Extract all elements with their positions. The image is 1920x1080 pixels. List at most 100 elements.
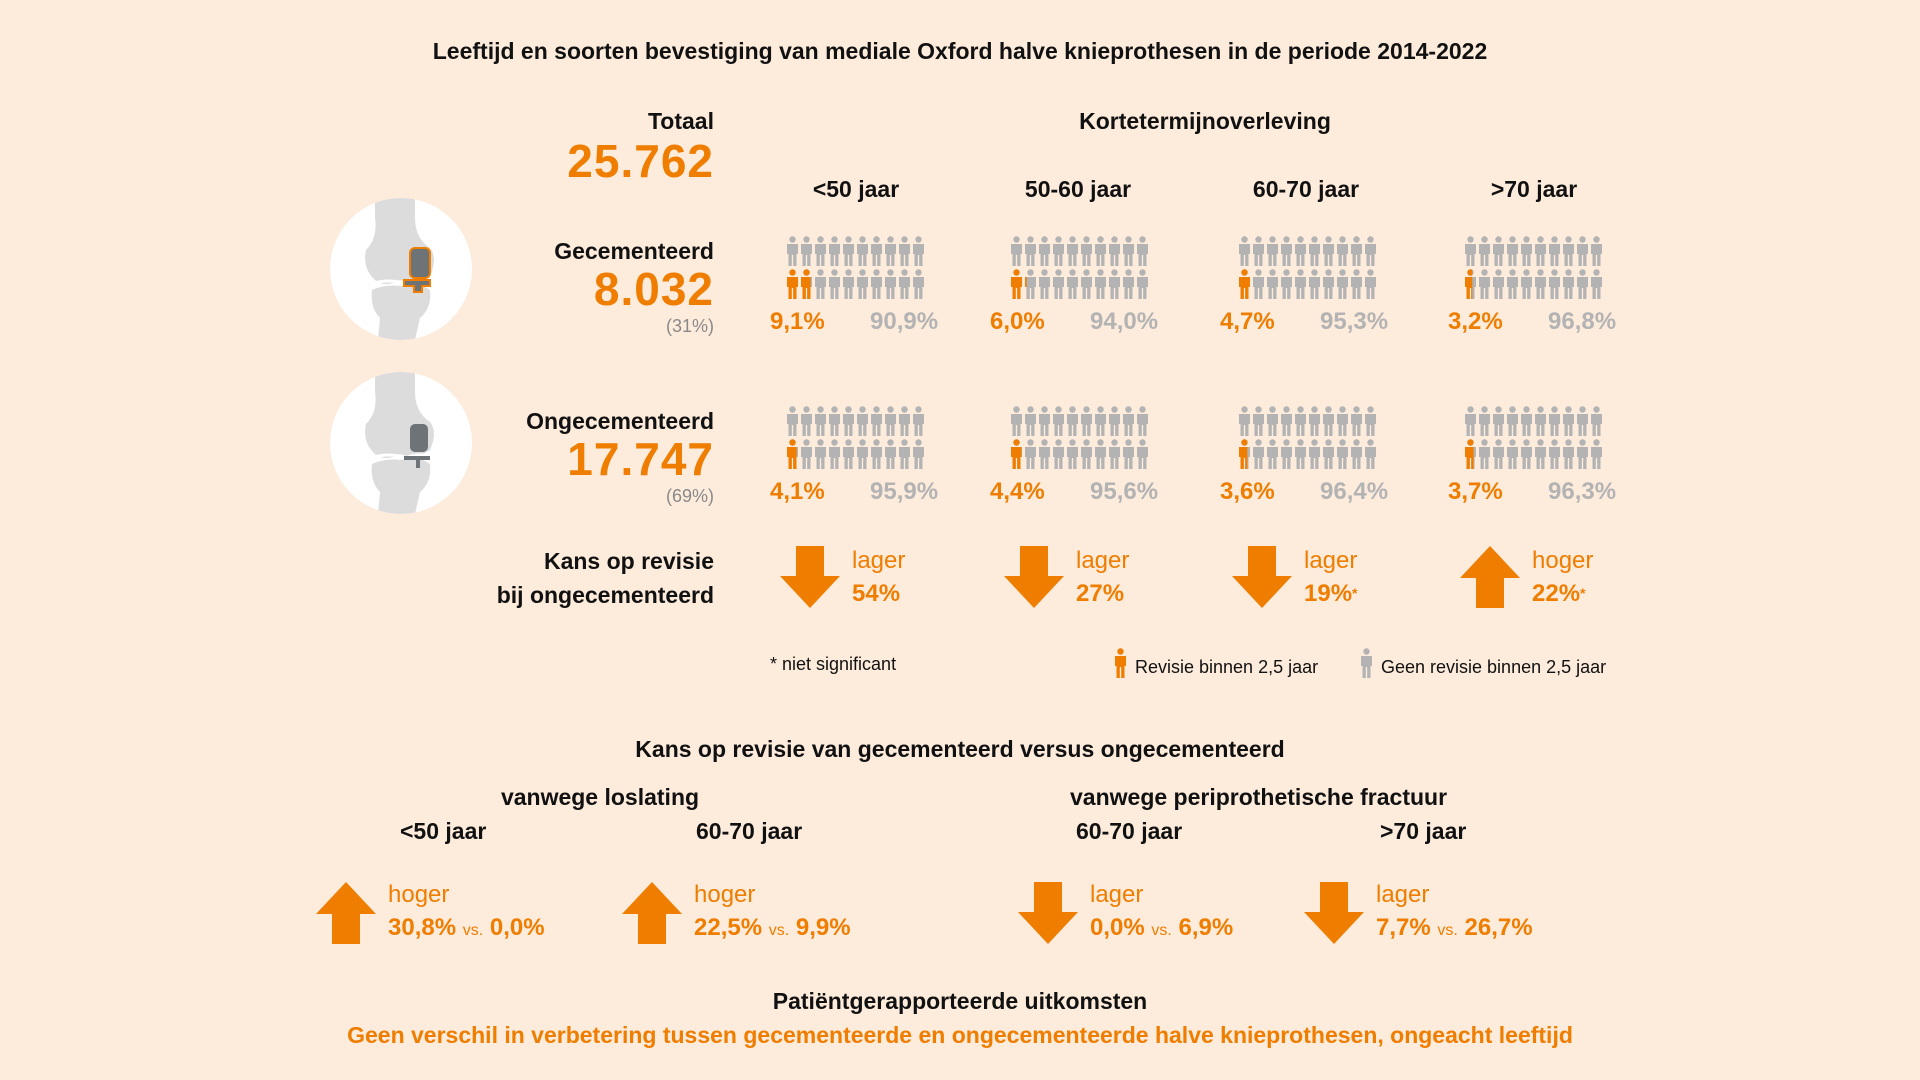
person-no-revision-icon <box>1322 406 1335 436</box>
no-revision-percentage: 95,3% <box>1320 308 1389 335</box>
revision-percentage: 3,6% <box>1220 478 1275 505</box>
survival-header: Kortetermijnoverleving <box>1079 108 1331 134</box>
person-no-revision-icon <box>800 439 813 469</box>
cemented-share: (31%) <box>665 316 714 336</box>
figure-group <box>786 406 926 470</box>
person-no-revision-icon <box>1576 406 1589 436</box>
person-no-revision-icon <box>1576 236 1589 266</box>
figure-group <box>1238 236 1378 300</box>
person-no-revision-icon <box>1080 406 1093 436</box>
percentage-pair: 9,1% 90,9% <box>770 308 938 336</box>
person-no-revision-icon <box>1336 406 1349 436</box>
person-no-revision-icon <box>1562 269 1575 299</box>
no-revision-percentage: 96,8% <box>1548 308 1617 335</box>
person-no-revision-icon <box>1506 269 1519 299</box>
person-no-revision-icon <box>1252 439 1265 469</box>
figure-group <box>1010 406 1150 470</box>
person-no-revision-icon <box>912 439 925 469</box>
person-no-revision-icon <box>842 236 855 266</box>
person-no-revision-icon <box>1066 269 1079 299</box>
person-no-revision-icon <box>1294 236 1307 266</box>
person-no-revision-icon <box>1266 269 1279 299</box>
percentage-pair: 3,6% 96,4% <box>1220 478 1388 506</box>
revision-chance-label-1: Kans op revisie <box>543 548 714 574</box>
revision-chance-value: lager 54% <box>852 547 906 607</box>
person-revision-icon <box>1010 439 1023 469</box>
person-no-revision-icon <box>1548 439 1561 469</box>
person-no-revision-icon <box>1534 236 1547 266</box>
person-no-revision-icon <box>1024 439 1037 469</box>
person-no-revision-icon <box>1576 439 1589 469</box>
person-revision-icon <box>786 269 799 299</box>
person-no-revision-icon <box>1308 439 1321 469</box>
person-no-revision-icon <box>842 439 855 469</box>
person-no-revision-icon <box>1010 236 1023 266</box>
person-no-revision-icon <box>1080 269 1093 299</box>
arrow-up-icon <box>622 882 682 944</box>
person-no-revision-icon <box>912 236 925 266</box>
person-no-revision-icon <box>1364 236 1377 266</box>
person-no-revision-icon <box>1122 236 1135 266</box>
person-no-revision-icon <box>1336 236 1349 266</box>
cemented-label: Gecementeerd <box>554 238 714 264</box>
person-no-revision-icon <box>1294 439 1307 469</box>
age-header-4: >70 jaar <box>1490 176 1578 202</box>
person-revision-icon <box>786 439 799 469</box>
footnote: * niet significant <box>770 654 897 674</box>
person-no-revision-icon <box>1576 269 1589 299</box>
person-no-revision-icon <box>856 439 869 469</box>
person-no-revision-icon <box>1010 406 1023 436</box>
person-no-revision-icon <box>814 236 827 266</box>
person-no-revision-icon <box>1534 406 1547 436</box>
person-no-revision-icon <box>870 269 883 299</box>
person-no-revision-icon <box>1024 406 1037 436</box>
person-no-revision-icon <box>870 236 883 266</box>
person-no-revision-icon <box>1136 236 1149 266</box>
age-header-2: 50-60 jaar <box>1024 176 1132 202</box>
figure-group <box>786 236 926 300</box>
person-no-revision-icon <box>884 406 897 436</box>
person-no-revision-icon <box>1238 406 1251 436</box>
person-no-revision-icon <box>1038 439 1051 469</box>
no-revision-percentage: 94,0% <box>1090 308 1159 335</box>
person-no-revision-icon <box>1548 269 1561 299</box>
person-no-revision-icon <box>1066 236 1079 266</box>
person-no-revision-icon <box>1336 269 1349 299</box>
person-no-revision-icon <box>870 406 883 436</box>
person-no-revision-icon <box>1266 406 1279 436</box>
comparison-section-2-title: vanwege periprothetische fractuur <box>1070 784 1448 810</box>
person-no-revision-icon <box>1052 269 1065 299</box>
person-no-revision-icon <box>1066 439 1079 469</box>
person-no-revision-icon <box>1520 439 1533 469</box>
arrow-up-icon <box>316 882 376 944</box>
legend-no-revision-label: Geen revisie binnen 2,5 jaar <box>1381 657 1607 677</box>
person-no-revision-icon <box>1364 406 1377 436</box>
person-no-revision-icon <box>1322 439 1335 469</box>
person-no-revision-icon <box>1122 406 1135 436</box>
legend-revision: Revisie binnen 2,5 jaar <box>1114 648 1318 678</box>
person-revision-icon <box>800 269 813 299</box>
person-no-revision-icon <box>1252 236 1265 266</box>
person-no-revision-icon <box>1492 439 1505 469</box>
person-no-revision-icon <box>1562 439 1575 469</box>
person-no-revision-icon <box>1052 406 1065 436</box>
arrow-down-icon <box>1018 882 1078 944</box>
person-no-revision-icon <box>1280 269 1293 299</box>
person-revision-icon <box>1464 439 1477 469</box>
person-no-revision-icon <box>1350 236 1363 266</box>
person-no-revision-icon <box>1364 439 1377 469</box>
person-no-revision-icon <box>1506 406 1519 436</box>
revision-percentage: 3,7% <box>1448 478 1503 505</box>
percentage-pair: 3,2% 96,8% <box>1448 308 1616 336</box>
person-no-revision-icon <box>828 439 841 469</box>
person-no-revision-icon <box>1350 406 1363 436</box>
no-revision-percentage: 95,9% <box>870 478 939 505</box>
revision-chance-value: lager 27% <box>1076 547 1130 607</box>
person-no-revision-icon <box>1080 439 1093 469</box>
uncemented-label: Ongecementeerd <box>526 408 714 434</box>
person-no-revision-icon <box>1066 406 1079 436</box>
person-no-revision-icon <box>898 439 911 469</box>
person-no-revision-icon <box>1136 269 1149 299</box>
person-no-revision-icon <box>1590 236 1603 266</box>
person-no-revision-icon <box>912 406 925 436</box>
